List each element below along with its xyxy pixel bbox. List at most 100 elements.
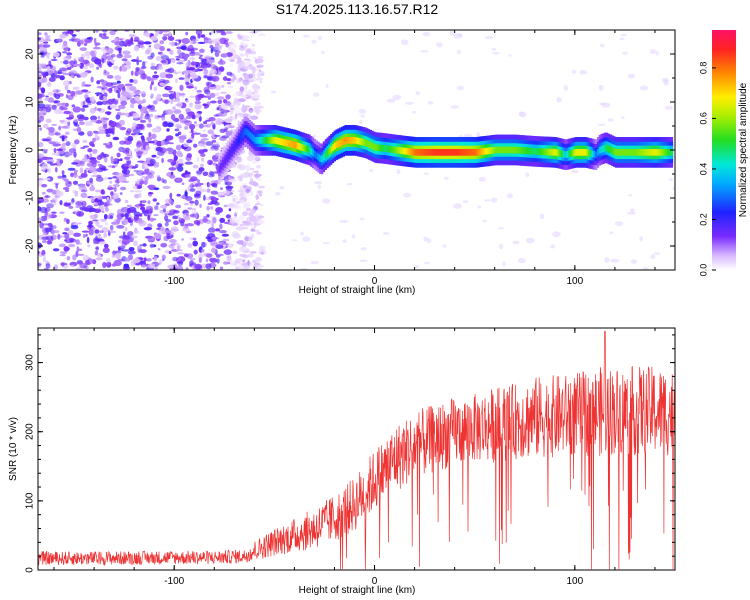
spectrogram-noise-cell (317, 184, 321, 190)
spectrogram-noise-cell (627, 73, 636, 79)
spectrogram-noise-cell (49, 224, 53, 231)
spectrogram-noise-cell (122, 50, 131, 55)
spectrogram-noise-cell (124, 83, 133, 87)
spectrogram-noise-cell (56, 148, 64, 152)
spectrogram-noise-cell (52, 163, 58, 166)
spectrogram-ridge-cell (241, 131, 244, 138)
spectrogram-noise-cell (113, 186, 117, 193)
spectrogram-noise-cell (91, 174, 97, 178)
spectrogram-noise-cell (106, 75, 114, 79)
spectrogram-noise-cell (92, 171, 98, 175)
spectrogram-noise-cell (59, 119, 68, 125)
spectrogram-noise-cell (96, 80, 101, 85)
spectrogram-noise-cell (300, 231, 304, 236)
spectrogram-noise-cell (165, 109, 174, 115)
spectrogram-noise-cell (48, 238, 51, 245)
spectrogram-noise-cell (232, 198, 236, 203)
spectrogram-noise-cell (239, 266, 248, 270)
spectrogram-noise-cell (45, 95, 49, 98)
spectrogram-noise-cell (342, 239, 348, 243)
spectrogram-noise-cell (41, 157, 50, 160)
spectrogram-noise-cell (124, 199, 129, 204)
spectrogram-noise-cell (46, 212, 52, 220)
spectrogram-noise-cell (116, 225, 125, 229)
spectrogram-noise-cell (104, 111, 112, 115)
spectrogram-noise-cell (176, 97, 180, 102)
spectrogram-ridge-cell (557, 149, 560, 157)
spectrogram-noise-cell (97, 224, 103, 229)
spectrogram-noise-cell (230, 108, 234, 115)
spectrogram-noise-cell (189, 183, 195, 189)
spectrogram-noise-cell (159, 53, 166, 57)
spectrogram-noise-cell (228, 178, 237, 183)
spectrogram-noise-cell (225, 124, 232, 127)
spectrogram-ridge-cell (589, 150, 592, 157)
spectrogram-noise-cell (672, 186, 675, 191)
spectrogram-noise-cell (152, 74, 160, 79)
spectrogram-noise-cell (256, 178, 262, 181)
spectrogram-noise-cell (197, 179, 200, 183)
spectrogram-noise-cell (194, 183, 199, 188)
spectrogram-noise-cell (444, 176, 449, 180)
spectrogram-noise-cell (250, 115, 259, 120)
spectrogram-ridge-cell (387, 145, 390, 153)
spectrogram-noise-cell (115, 108, 121, 111)
spectrogram-noise-cell (187, 73, 191, 79)
spectrogram-noise-cell (128, 217, 132, 223)
spectrogram-noise-cell (235, 78, 243, 83)
spectrogram-noise-cell (159, 147, 167, 153)
spectrogram-noise-cell (83, 116, 89, 121)
spectrogram-noise-cell (67, 121, 71, 126)
spectrogram-noise-cell (145, 146, 151, 150)
spectrogram-noise-cell (205, 141, 214, 146)
spectrogram-noise-cell (209, 100, 217, 104)
spectrogram-noise-cell (64, 232, 70, 240)
spectrogram-noise-cell (63, 110, 71, 115)
spectrogram-noise-cell (93, 195, 99, 198)
spectrogram-noise-cell (242, 247, 248, 252)
spectrogram-noise-cell (202, 103, 208, 106)
spectrogram-ridge-cell (519, 147, 522, 154)
spectrogram-noise-cell (47, 207, 50, 212)
spectrogram-noise-cell (89, 119, 97, 123)
spectrogram-noise-cell (77, 222, 82, 225)
spectrogram-noise-cell (211, 132, 216, 139)
spectrogram-noise-cell (610, 258, 620, 263)
spectrogram-noise-cell (449, 30, 454, 36)
spectrogram-noise-cell (73, 232, 82, 237)
spectrogram-noise-cell (244, 84, 248, 90)
spectrogram-noise-cell (161, 115, 166, 121)
spectrogram-noise-cell (239, 192, 246, 197)
spectrogram-noise-cell (146, 136, 153, 142)
spectrogram-noise-cell (42, 240, 47, 243)
spectrogram-noise-cell (66, 67, 72, 70)
spectrogram-noise-cell (630, 208, 635, 213)
spectrogram-ridge-cell (331, 144, 335, 151)
spectrogram-noise-cell (53, 264, 59, 270)
spectrogram-noise-cell (168, 251, 172, 254)
spectrogram-noise-cell (51, 211, 57, 214)
spectrogram-noise-cell (54, 132, 61, 136)
spectrogram-noise-cell (322, 198, 331, 204)
spectrogram-noise-cell (99, 96, 104, 101)
spectrogram-noise-cell (63, 203, 72, 207)
spectrogram-noise-cell (150, 35, 158, 41)
spectrogram-noise-cell (162, 79, 170, 84)
spectrogram-noise-cell (195, 94, 199, 101)
spectrogram-noise-cell (162, 179, 167, 184)
spectrogram-noise-cell (128, 247, 135, 252)
spectrogram-noise-cell (89, 196, 95, 202)
spectrogram-noise-cell (188, 40, 194, 44)
spectrogram-noise-cell (166, 48, 171, 52)
spectrogram-noise-cell (134, 190, 142, 193)
spectrogram-ridge-cell (517, 146, 520, 154)
spectrogram-noise-cell (76, 201, 81, 205)
spectrogram-noise-cell (57, 233, 61, 240)
spectrogram-noise-cell (150, 62, 156, 66)
spectrogram-noise-cell (117, 239, 124, 243)
spectrogram-noise-cell (167, 142, 174, 145)
spectrogram-noise-cell (82, 233, 86, 239)
spectrogram-ridge-cell (652, 149, 656, 156)
spectrogram-noise-cell (95, 30, 99, 33)
spectrogram-noise-cell (191, 77, 195, 82)
